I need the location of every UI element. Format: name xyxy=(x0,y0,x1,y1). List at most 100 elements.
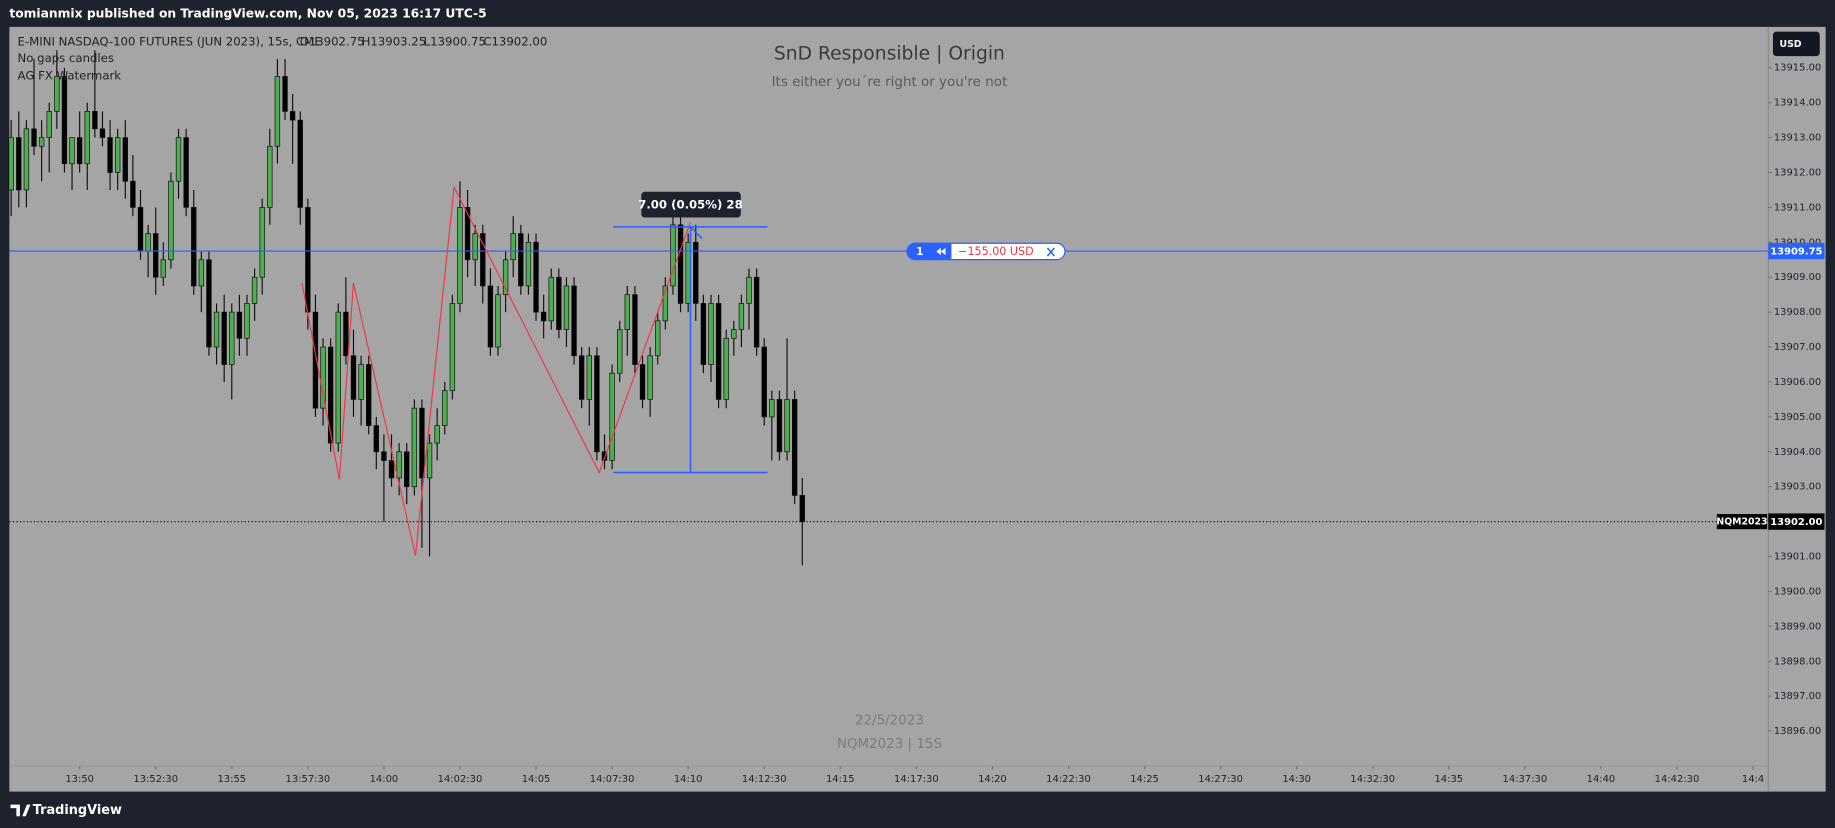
x-tick-label: 13:55 xyxy=(217,774,246,785)
candle-body xyxy=(715,303,722,400)
order-reverse-icon[interactable] xyxy=(936,247,946,255)
candle-body xyxy=(251,276,258,304)
y-tick-label: 13910.00 xyxy=(1774,237,1821,248)
candle-body xyxy=(38,137,45,147)
candle-body xyxy=(480,233,486,287)
candle-body xyxy=(305,207,311,313)
candle-body xyxy=(160,259,167,278)
candle-body xyxy=(259,207,265,278)
candle-body xyxy=(373,425,379,453)
chart-subtitle: Its either you´re right or you're not xyxy=(772,74,1008,90)
candle-body xyxy=(533,241,539,313)
ticker-tag xyxy=(1716,514,1768,530)
x-tick-label: 14:25 xyxy=(1130,774,1159,785)
x-tick-label: 14:30 xyxy=(1282,774,1311,785)
candle-body xyxy=(502,259,509,296)
candle-body xyxy=(647,355,653,400)
currency-label[interactable]: USD xyxy=(1779,39,1801,50)
x-tick-label: 14:40 xyxy=(1587,774,1616,785)
order-qty: 1 xyxy=(916,246,923,258)
y-tick-label: 13913.00 xyxy=(1774,133,1821,144)
candle-body xyxy=(776,399,783,453)
x-tick-label: 14:20 xyxy=(978,774,1007,785)
x-tick-label: 14:4 xyxy=(1742,774,1764,785)
candle-body xyxy=(381,451,387,461)
candle-body xyxy=(746,276,752,304)
candle-body xyxy=(168,180,174,261)
x-tick-label: 14:05 xyxy=(522,774,551,785)
y-tick-label: 13897.00 xyxy=(1774,691,1821,702)
candle-body xyxy=(320,346,326,409)
candle-body xyxy=(457,207,463,304)
x-tick-label: 13:50 xyxy=(65,774,94,785)
price-line-label: 13909.75 xyxy=(1770,247,1822,258)
brand: TradingView xyxy=(33,803,122,818)
candle-body xyxy=(358,364,364,400)
y-tick-label: 13903.00 xyxy=(1774,482,1821,493)
y-tick-label: 13906.00 xyxy=(1774,377,1821,388)
candle-body xyxy=(731,329,737,339)
candle-body xyxy=(449,303,456,392)
zigzag-drawing xyxy=(301,185,692,556)
chart-pane xyxy=(9,26,1826,792)
order-line-widget[interactable]: 1 −155.00 USD xyxy=(906,242,1066,261)
candle-body xyxy=(153,233,159,278)
candle-body xyxy=(229,311,235,365)
candle-body xyxy=(495,294,501,348)
candle-body xyxy=(708,303,714,365)
candle-body xyxy=(244,303,250,339)
x-tick-label: 14:07:30 xyxy=(590,774,635,785)
candle-body xyxy=(175,137,182,182)
candle-body xyxy=(662,285,669,322)
range-arrow xyxy=(689,226,703,240)
candle-body xyxy=(487,285,494,348)
watermark-date: 22/5/2023 xyxy=(855,713,924,728)
candle-body xyxy=(518,233,524,287)
order-close-icon[interactable] xyxy=(1046,247,1056,257)
candle-body xyxy=(632,294,638,365)
range-label: 7.00 (0.05%) 28 xyxy=(638,198,743,212)
x-tick-label: 13:57:30 xyxy=(286,774,331,785)
candle-body xyxy=(586,355,592,400)
y-tick-label: 13911.00 xyxy=(1774,202,1821,213)
publisher-line: tomianmix published on TradingView.com, … xyxy=(9,7,486,21)
candle-body xyxy=(130,180,136,208)
currency-box[interactable] xyxy=(1772,31,1820,57)
chart-title: SnD Responsible | Origin xyxy=(774,43,1005,64)
legend-close: C13902.00 xyxy=(483,35,547,49)
x-tick-label: 14:32:30 xyxy=(1350,774,1395,785)
candle-body xyxy=(472,233,478,261)
candle-body xyxy=(791,399,798,496)
x-tick-label: 14:22:30 xyxy=(1046,774,1091,785)
candle-body xyxy=(411,407,418,488)
legend-open: O13902.75 xyxy=(300,35,365,49)
footer xyxy=(0,791,1835,828)
candle-body xyxy=(670,224,676,287)
candle-body xyxy=(114,137,121,173)
legend-indicator: AG FX Watermark xyxy=(18,69,122,83)
ticker-label: NQM2023 xyxy=(1716,517,1767,528)
y-tick-label: 13905.00 xyxy=(1774,412,1821,423)
candle-body xyxy=(677,224,684,304)
candle-body xyxy=(107,137,113,173)
candle-body xyxy=(61,76,68,165)
y-tick-label: 13899.00 xyxy=(1774,621,1821,632)
candle-body xyxy=(69,137,75,165)
candle-body xyxy=(122,137,128,182)
candle-body xyxy=(350,355,357,400)
currency-button[interactable]: USD xyxy=(1772,31,1820,57)
plot-layer: 13915.00 13914.00 13913.00 13912.00 13911.00… xyxy=(8,50,1825,785)
y-tick-label: 13909.00 xyxy=(1774,272,1821,283)
candle-body xyxy=(693,241,699,304)
candle-body xyxy=(761,346,767,418)
candle-body xyxy=(738,303,745,330)
candle-body xyxy=(594,355,600,453)
y-tick-label: 13904.00 xyxy=(1774,447,1821,458)
x-tick-label: 14:10 xyxy=(674,774,703,785)
candle-body xyxy=(624,294,631,330)
x-tick-label: 14:35 xyxy=(1434,774,1463,785)
candle-body xyxy=(76,137,83,165)
candle-body xyxy=(563,285,570,330)
candle-body xyxy=(236,311,243,339)
candle-body xyxy=(510,233,516,261)
